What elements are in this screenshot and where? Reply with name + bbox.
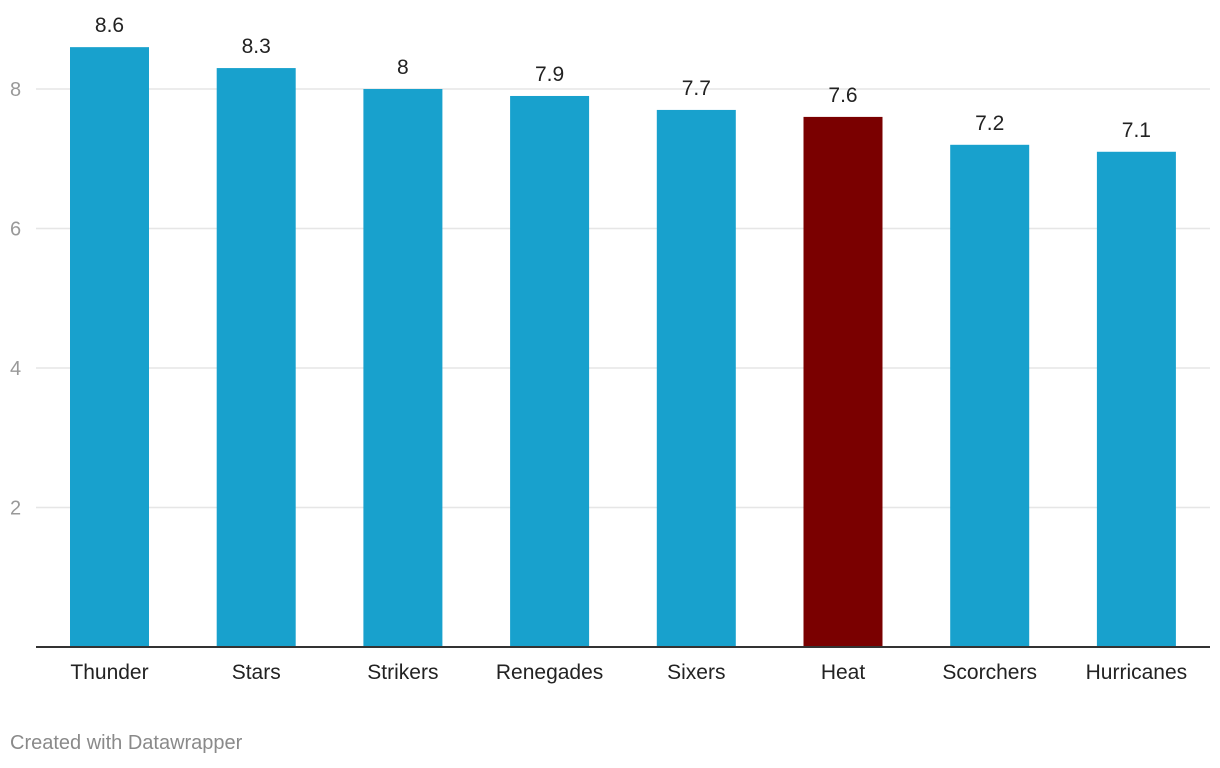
value-label: 7.1 <box>1122 119 1151 142</box>
value-label: 7.6 <box>828 84 857 107</box>
bar-strikers <box>363 89 443 647</box>
category-label: Sixers <box>667 661 725 684</box>
y-tick-label: 4 <box>10 358 21 380</box>
bar-sixers <box>656 109 736 648</box>
category-label: Stars <box>232 661 281 684</box>
category-label: Hurricanes <box>1086 661 1188 684</box>
y-axis-ticks: 2 4 6 8 <box>10 79 21 520</box>
value-label: 7.2 <box>975 112 1004 135</box>
value-label: 8 <box>397 56 409 79</box>
value-label: 7.7 <box>682 77 711 100</box>
category-label: Heat <box>821 661 866 684</box>
y-tick-label: 6 <box>10 219 21 241</box>
category-label: Renegades <box>496 661 603 684</box>
bar-stars <box>216 68 296 647</box>
bar-heat <box>803 116 883 647</box>
bar-scorchers <box>950 144 1030 648</box>
category-labels: Thunder Stars Strikers Renegades Sixers Heat S… <box>70 661 1187 684</box>
value-label: 7.9 <box>535 63 564 86</box>
bar-hurricanes <box>1096 151 1176 647</box>
footer-credit: Created with Datawrapper <box>10 732 243 754</box>
value-labels: 8.6 8.3 8 7.9 7.7 7.6 7.2 7.1 <box>95 14 1151 142</box>
bar-renegades <box>510 95 590 648</box>
category-label: Thunder <box>70 661 148 684</box>
y-tick-label: 8 <box>10 79 21 101</box>
gridlines <box>36 88 1210 509</box>
y-tick-label: 2 <box>10 498 21 520</box>
value-label: 8.6 <box>95 14 124 37</box>
category-label: Scorchers <box>942 661 1037 684</box>
bars <box>70 47 1176 648</box>
value-label: 8.3 <box>242 35 271 58</box>
category-label: Strikers <box>367 661 438 684</box>
bar-thunder <box>70 47 149 647</box>
